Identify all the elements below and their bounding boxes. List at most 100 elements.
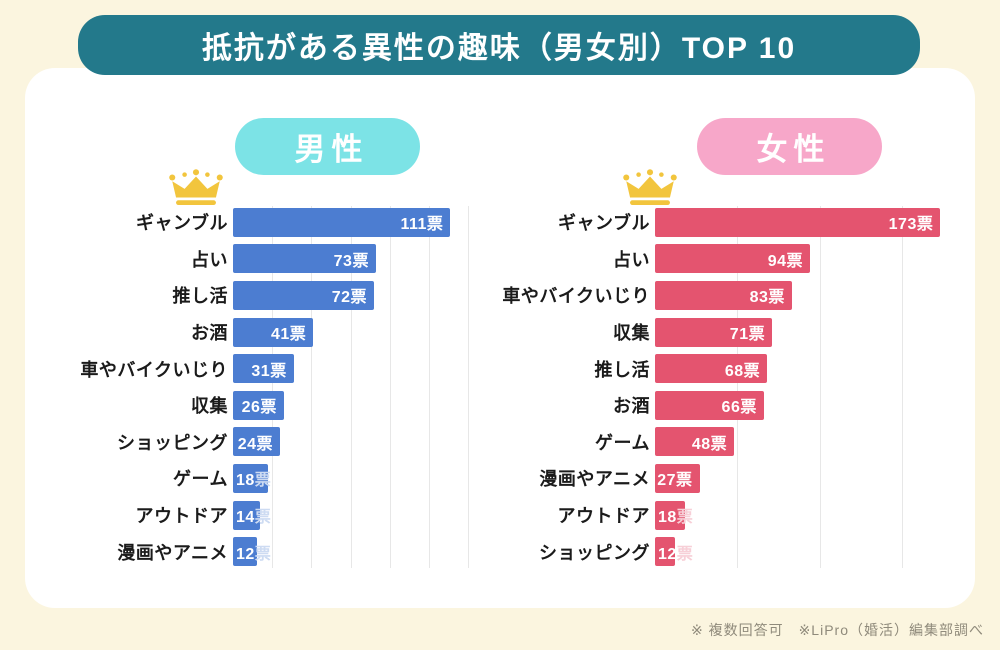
gridline bbox=[389, 206, 391, 568]
category-label: お酒 bbox=[613, 396, 650, 417]
category-label: ショッピング bbox=[539, 542, 650, 563]
bar-track: 26票 bbox=[233, 387, 470, 424]
page-title: 抵抗がある異性の趣味（男女別）TOP 10 bbox=[78, 15, 920, 75]
value-label: 14票 bbox=[236, 509, 272, 527]
value-label: 24票 bbox=[237, 435, 273, 453]
category-label: 推し活 bbox=[594, 359, 650, 380]
bar-track: 12票 bbox=[233, 533, 470, 570]
bar: 66票 bbox=[655, 390, 764, 420]
footnote: ※ 複数回答可 ※LiPro（婚活）編集部調べ bbox=[690, 622, 984, 638]
bar: 111票 bbox=[233, 207, 451, 237]
value-label: 173票 bbox=[888, 216, 934, 234]
bar-track: 173票 bbox=[655, 204, 975, 241]
gridline bbox=[311, 206, 313, 568]
bar: 41票 bbox=[233, 317, 314, 347]
bar-track: 72票 bbox=[233, 277, 470, 314]
bar-rows: ギャンブル 111票占い 73票推し活 72票お酒 41票 車やバイクいじり 31票収集 26… bbox=[25, 204, 470, 570]
bar-row: 占い 94票 bbox=[485, 241, 975, 278]
bar: 48票 bbox=[655, 427, 735, 457]
bar-row: 漫画やアニメ 12票 bbox=[25, 533, 470, 570]
bar: 18票 bbox=[655, 500, 693, 530]
bar-row: アウトドア 14票 bbox=[25, 497, 470, 534]
bar-row: 車やバイクいじり 83票 bbox=[485, 277, 975, 314]
category-label: ショッピング bbox=[117, 432, 228, 453]
bar: 68票 bbox=[655, 354, 768, 384]
category-label: 収集 bbox=[613, 323, 650, 344]
category-label: 占い bbox=[191, 249, 228, 270]
bar-row: ショッピング 24票 bbox=[25, 424, 470, 461]
bar: 27票 bbox=[655, 463, 700, 493]
value-label: 72票 bbox=[331, 289, 368, 307]
grid-layer bbox=[655, 206, 975, 568]
bar-track: 111票 bbox=[233, 204, 470, 241]
male-bar-chart: ギャンブル 111票占い 73票推し活 72票お酒 41票 車やバイクいじり 31票収集 26… bbox=[25, 204, 470, 570]
chart-card: 男性 女性 ギャンブル 111票 占い 73票 推し活 72票 お酒 41票 車やバイクいじり 3… bbox=[25, 68, 975, 608]
gridline bbox=[468, 206, 470, 568]
category-label: 収集 bbox=[191, 396, 228, 417]
bar: 18票 bbox=[233, 463, 272, 493]
category-label: 推し活 bbox=[172, 286, 228, 307]
bar-track: 73票 bbox=[233, 241, 470, 278]
category-label: 車やバイクいじり bbox=[502, 286, 650, 307]
bar: 94票 bbox=[655, 244, 811, 274]
bar: 173票 bbox=[655, 207, 941, 237]
bar: 31票 bbox=[233, 354, 294, 384]
gridline bbox=[272, 206, 274, 568]
bar-track: 18票 bbox=[655, 497, 975, 534]
bar-row: ゲーム 18票 bbox=[25, 460, 470, 497]
value-label: 18票 bbox=[658, 509, 694, 527]
bar-row: お酒 41票 bbox=[25, 314, 470, 351]
bar-rows: ギャンブル 173票占い 94票車やバイクいじり 83票収集 71票推し活 68票お酒 66… bbox=[485, 204, 975, 570]
value-label: 18票 bbox=[236, 472, 272, 490]
bar-row: 占い 73票 bbox=[25, 241, 470, 278]
bar-track: 48票 bbox=[655, 424, 975, 461]
value-label: 71票 bbox=[729, 326, 766, 344]
bar-track: 31票 bbox=[233, 350, 470, 387]
bar-row: お酒 66票 bbox=[485, 387, 975, 424]
value-label: 111票 bbox=[400, 216, 444, 234]
value-label: 31票 bbox=[251, 362, 287, 380]
bar-track: 71票 bbox=[655, 314, 975, 351]
gridline bbox=[428, 206, 430, 568]
category-label: ゲーム bbox=[173, 469, 228, 490]
bar-row: ショッピング 12票 bbox=[485, 533, 975, 570]
crown-icon bbox=[169, 169, 223, 206]
bar-row: ギャンブル 111票 bbox=[25, 204, 470, 241]
gridline bbox=[902, 206, 904, 568]
category-label: ゲーム bbox=[595, 432, 650, 453]
bar: 12票 bbox=[233, 537, 271, 567]
bar-row: 収集 26票 bbox=[25, 387, 470, 424]
value-label: 68票 bbox=[724, 362, 761, 380]
gridline bbox=[350, 206, 352, 568]
bar-track: 14票 bbox=[233, 497, 470, 534]
value-label: 26票 bbox=[241, 399, 277, 417]
bar: 24票 bbox=[233, 427, 280, 457]
category-label: ギャンブル bbox=[136, 213, 228, 234]
category-label: アウトドア bbox=[557, 506, 650, 527]
bar-track: 94票 bbox=[655, 241, 975, 278]
category-label: ギャンブル bbox=[558, 213, 650, 234]
bar: 72票 bbox=[233, 280, 375, 310]
gridline bbox=[819, 206, 821, 568]
category-label: 漫画やアニメ bbox=[117, 542, 228, 563]
bar-track: 27票 bbox=[655, 460, 975, 497]
bar-track: 68票 bbox=[655, 350, 975, 387]
bar-row: 収集 71票 bbox=[485, 314, 975, 351]
category-label: 漫画やアニメ bbox=[539, 469, 650, 490]
bar: 73票 bbox=[233, 244, 376, 274]
bar: 14票 bbox=[233, 500, 271, 530]
bar-track: 41票 bbox=[233, 314, 470, 351]
value-label: 83票 bbox=[749, 289, 785, 307]
male-group-badge: 男性 bbox=[235, 118, 420, 175]
bar-row: 車やバイクいじり 31票 bbox=[25, 350, 470, 387]
value-label: 66票 bbox=[721, 399, 757, 417]
category-label: お酒 bbox=[191, 323, 228, 344]
value-label: 73票 bbox=[333, 252, 369, 270]
bar-row: アウトドア 18票 bbox=[485, 497, 975, 534]
female-bar-chart: ギャンブル 173票占い 94票車やバイクいじり 83票収集 71票推し活 68票お酒 66… bbox=[485, 204, 975, 570]
value-label: 94票 bbox=[767, 252, 804, 270]
bar-track: 18票 bbox=[233, 460, 470, 497]
bar: 12票 bbox=[655, 537, 693, 567]
bar-track: 83票 bbox=[655, 277, 975, 314]
bar-row: ゲーム 48票 bbox=[485, 424, 975, 461]
